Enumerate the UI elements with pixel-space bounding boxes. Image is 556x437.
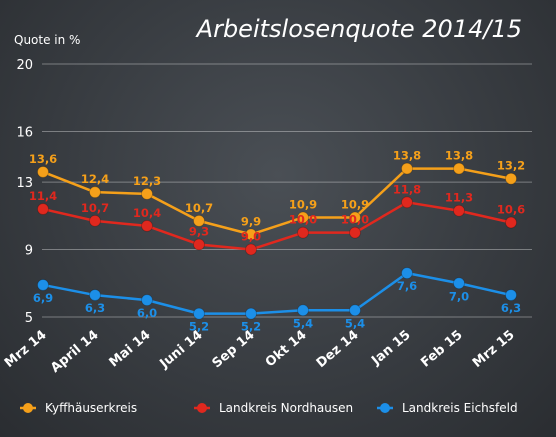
data-label: 10,6: [497, 203, 525, 217]
chart-title: Arbeitslosenquote 2014/15: [195, 15, 522, 43]
legend-label: Landkreis Nordhausen: [219, 401, 353, 415]
data-point: [401, 196, 413, 209]
data-point: [349, 211, 361, 224]
data-label: 7,0: [449, 289, 469, 303]
data-label: 10,9: [289, 197, 317, 211]
data-label: 13,6: [29, 152, 57, 166]
data-point: [349, 226, 361, 239]
data-label: 11,4: [29, 189, 57, 203]
data-point: [89, 289, 101, 301]
data-point: [505, 216, 517, 229]
x-tick-label: Juni 14: [157, 328, 206, 373]
data-label: 10,0: [341, 213, 369, 227]
series-line-3: [42, 271, 512, 315]
data-point: [193, 238, 205, 251]
x-tick-label: Mrz 14: [2, 328, 50, 371]
legend-swatch-marker: [197, 403, 207, 413]
series-lines: [37, 162, 517, 320]
data-label: 9,3: [189, 224, 209, 238]
x-tick-label: Dez 14: [314, 328, 362, 371]
data-point: [193, 307, 205, 320]
data-point: [193, 214, 205, 227]
data-label: 13,8: [393, 149, 421, 163]
legend-swatch-marker: [380, 403, 390, 413]
legend-swatch-marker: [23, 403, 33, 413]
data-label: 10,9: [341, 197, 369, 211]
data-point: [453, 162, 465, 175]
data-point: [37, 203, 49, 215]
legend: Kyffhäuserkreis Landkreis Nordhausen Landk…: [20, 401, 518, 415]
data-point: [401, 162, 413, 175]
data-label: 9,0: [241, 230, 261, 244]
data-label: 7,6: [397, 279, 417, 293]
x-tick-label: April 14: [48, 328, 102, 376]
data-label: 10,7: [185, 201, 213, 215]
y-axis-unit-label: Quote in %: [14, 33, 80, 47]
y-tick-label: 20: [16, 58, 33, 73]
data-point: [453, 277, 465, 290]
data-point: [297, 226, 309, 239]
data-label: 12,3: [133, 174, 161, 188]
y-tick-label: 5: [25, 311, 33, 326]
data-label: 6,3: [85, 301, 105, 315]
data-label: 9,9: [241, 214, 261, 228]
x-tick-label: Sep 14: [210, 328, 258, 372]
data-point: [89, 186, 101, 199]
data-point: [37, 166, 49, 178]
y-tick-label: 16: [16, 125, 33, 140]
data-label: 10,4: [133, 206, 161, 220]
data-labels: 13,6 12,4 12,3 10,7 9,9 10,9 10,9 13,8 13,8 13,2 1…: [29, 149, 525, 334]
x-tick-label: Okt 14: [263, 328, 310, 371]
x-tick-label: Feb 15: [418, 328, 465, 371]
data-label: 6,0: [137, 306, 157, 320]
legend-label: Kyffhäuserkreis: [45, 401, 137, 415]
data-point: [141, 294, 153, 307]
data-point: [505, 289, 517, 301]
data-label: 6,3: [501, 301, 521, 315]
data-point: [401, 267, 413, 280]
data-label: 5,4: [345, 316, 365, 330]
x-tick-label: Mrz 15: [470, 328, 518, 371]
series-line-1: [42, 167, 512, 236]
data-label: 13,8: [445, 149, 473, 163]
data-label: 5,2: [241, 320, 261, 334]
data-point: [37, 279, 49, 291]
data-point: [505, 172, 517, 185]
data-label: 6,9: [33, 291, 53, 305]
y-tick-label: 9: [25, 244, 33, 259]
data-label: 10,0: [289, 213, 317, 227]
data-point: [245, 307, 257, 320]
data-label: 11,8: [393, 182, 421, 196]
data-label: 10,7: [81, 201, 109, 215]
legend-label: Landkreis Eichsfeld: [402, 401, 518, 415]
data-label: 12,4: [81, 172, 109, 186]
data-point: [141, 187, 153, 200]
data-point: [89, 214, 101, 227]
data-point: [245, 243, 257, 256]
series-line-2: [42, 201, 512, 251]
data-point: [349, 304, 361, 317]
data-point: [297, 211, 309, 224]
data-point: [297, 304, 309, 317]
x-tick-label: Mai 14: [107, 328, 154, 371]
grid-lines: [42, 63, 532, 318]
data-point: [141, 220, 153, 232]
data-label: 5,4: [293, 316, 313, 330]
data-label: 11,3: [445, 191, 473, 205]
data-point: [245, 228, 257, 241]
y-tick-label: 13: [16, 176, 33, 191]
data-point: [453, 204, 465, 217]
data-label: 13,2: [497, 159, 525, 173]
x-tick-label: Jan 15: [368, 328, 413, 369]
data-label: 5,2: [189, 320, 209, 334]
